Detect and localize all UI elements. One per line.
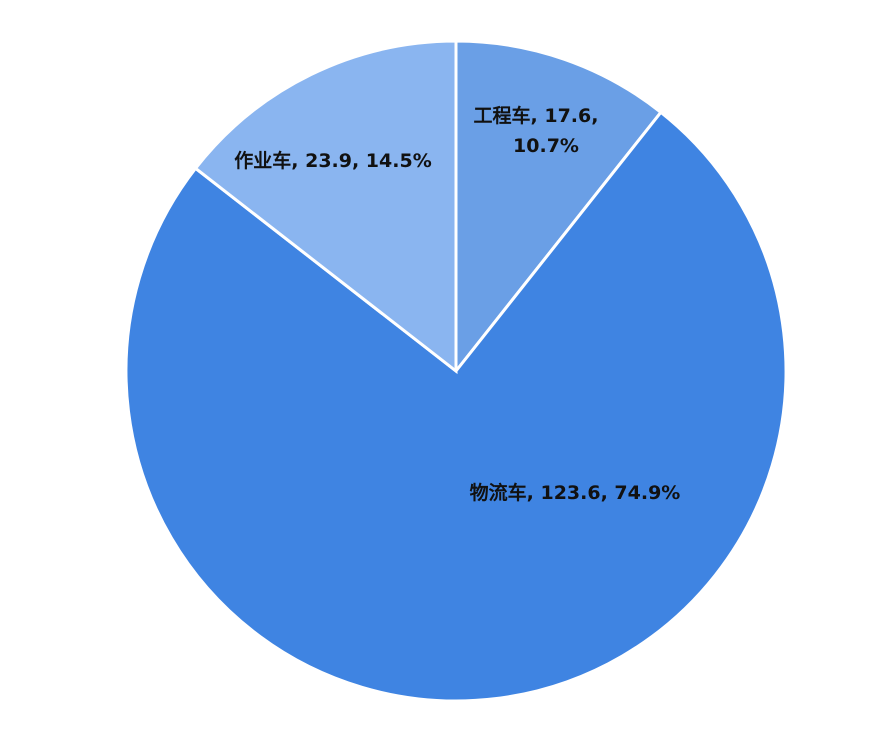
pie-slice-1 [454,39,663,376]
pie-slice-3 [193,39,458,375]
data-label: 10.7% [513,135,579,157]
pie-slice-2 [124,110,788,703]
data-label: 作业车, 23.9, 14.5% [234,149,431,172]
data-label: 工程车, 17.6, [474,104,599,127]
data-label: 物流车, 123.6, 74.9% [470,481,681,504]
